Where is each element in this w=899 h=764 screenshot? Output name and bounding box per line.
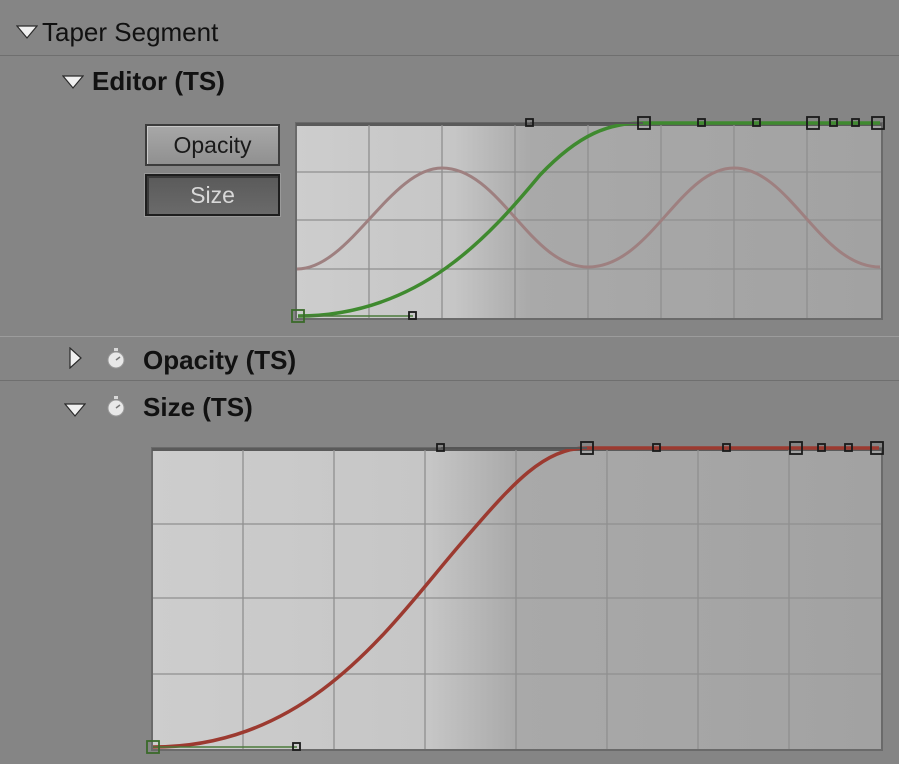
- size-curve: [297, 121, 880, 318]
- graph-background: [151, 447, 883, 751]
- size-curve: [152, 446, 879, 749]
- graph-grid: [297, 125, 881, 318]
- graph-grid: [153, 450, 881, 749]
- size-curve-graph[interactable]: [144, 440, 892, 758]
- tangent-handle[interactable]: [436, 443, 445, 452]
- disclosure-triangle-right-icon[interactable]: [68, 347, 82, 369]
- keyframe-handle[interactable]: [789, 441, 803, 455]
- keyframe-handle[interactable]: [146, 740, 160, 754]
- keyframe-handle[interactable]: [829, 118, 838, 127]
- keyframe-handle[interactable]: [817, 443, 826, 452]
- tangent-handle[interactable]: [292, 742, 301, 751]
- keyframe-handle[interactable]: [291, 309, 305, 323]
- keyframe-handle[interactable]: [697, 118, 706, 127]
- keyframe-handle[interactable]: [871, 116, 885, 130]
- opacity-property-label: Opacity (TS): [143, 345, 297, 375]
- disclosure-triangle-down-icon[interactable]: [16, 24, 38, 40]
- editor-curve-graph[interactable]: [290, 115, 890, 325]
- keyframe-handle[interactable]: [752, 118, 761, 127]
- size-toggle-button[interactable]: Size: [145, 174, 280, 216]
- disclosure-triangle-down-icon[interactable]: [64, 402, 86, 418]
- keyframe-handle[interactable]: [637, 116, 651, 130]
- opacity-property-row[interactable]: Opacity (TS): [0, 336, 899, 381]
- tangent-handle[interactable]: [525, 118, 534, 127]
- graph-background: [295, 122, 883, 320]
- stopwatch-icon[interactable]: [106, 396, 126, 418]
- size-property-label: Size (TS): [143, 392, 253, 422]
- section-title: Taper Segment: [42, 17, 219, 47]
- tangent-handle[interactable]: [408, 311, 417, 320]
- opacity-toggle-button[interactable]: Opacity: [145, 124, 280, 166]
- section-header: Taper Segment: [0, 8, 899, 56]
- keyframe-handle[interactable]: [806, 116, 820, 130]
- stopwatch-icon[interactable]: [106, 348, 126, 370]
- keyframe-handle[interactable]: [844, 443, 853, 452]
- keyframe-handle[interactable]: [580, 441, 594, 455]
- keyframe-handle[interactable]: [870, 441, 884, 455]
- keyframe-handle[interactable]: [652, 443, 661, 452]
- keyframe-handle[interactable]: [722, 443, 731, 452]
- disclosure-triangle-down-icon[interactable]: [62, 74, 84, 90]
- keyframe-handle[interactable]: [851, 118, 860, 127]
- opacity-curve: [296, 166, 881, 271]
- editor-title: Editor (TS): [92, 66, 225, 96]
